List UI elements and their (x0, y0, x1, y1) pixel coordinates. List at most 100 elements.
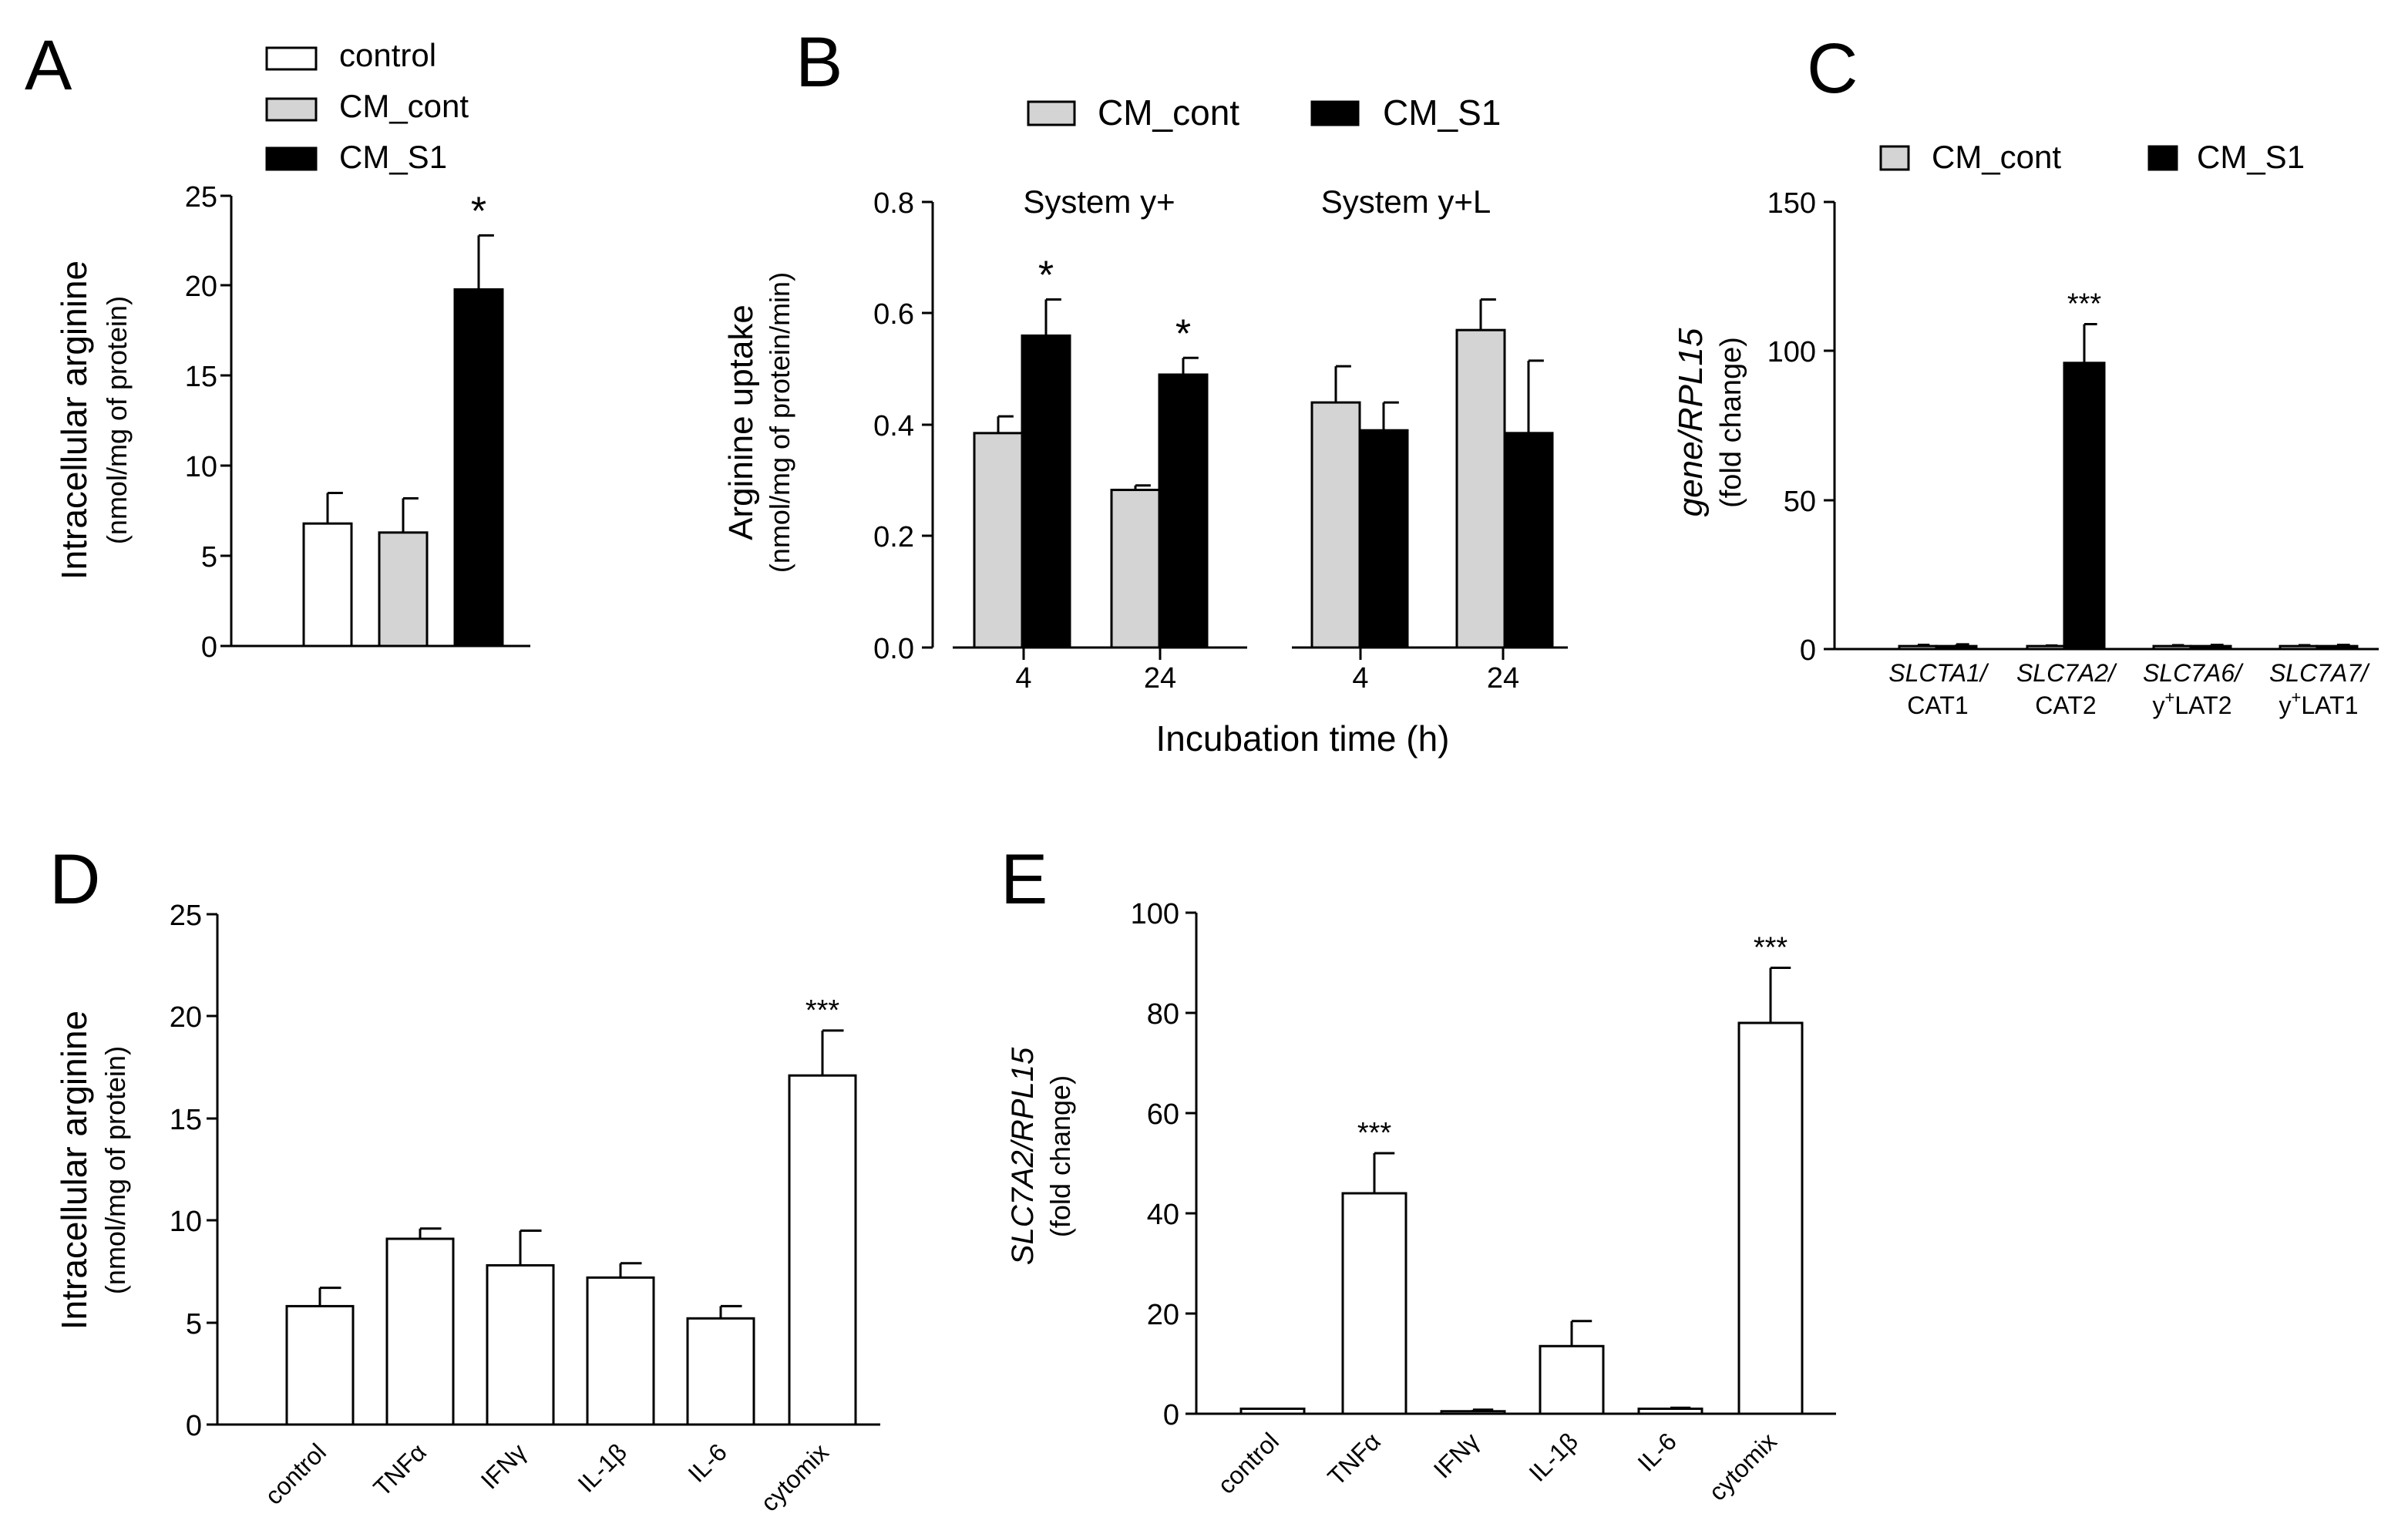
xtick-c-gene-2: SLC7A6/ (2143, 659, 2244, 687)
ytick-d-2: 10 (170, 1206, 202, 1238)
ylabel-sub-e: (fold change) (1044, 1075, 1076, 1237)
legend-swatch-b-cm-cont (1027, 100, 1076, 126)
xtick-c-protein-0: CAT1 (1907, 691, 1968, 719)
xlabels-e: control TNFα IFNγ IL-1β IL-6 cytomix (1212, 1427, 1782, 1505)
ylabel-sub-b: (nmol/mg of protein/min) (764, 272, 795, 573)
legend-label-cm-s1: CM_S1 (339, 139, 447, 175)
ytick-d-0: 0 (186, 1410, 202, 1442)
xlabel-b: Incubation time (h) (1156, 718, 1450, 759)
bar-c-2-cm-cont (2152, 644, 2192, 651)
group-title-system-yl: System y+L (1321, 183, 1492, 220)
ytick-a-0: 0 (201, 631, 217, 664)
ylabel-b: Arginine uptake (722, 304, 760, 540)
bar-b-1-1-cm-s1 (1503, 432, 1554, 649)
ytick-e-5: 100 (1131, 898, 1179, 930)
ytick-c-3: 150 (1767, 187, 1816, 220)
ylabel-e: SLC7A2/RPL15 (1006, 1047, 1040, 1265)
axes-e: 0 20 40 60 80 100 SLC7A2/RPL15 (fold cha… (1006, 898, 1836, 1431)
legend-label-cm-cont: CM_cont (339, 88, 469, 124)
bar-e-1 (1341, 1192, 1407, 1415)
xtick-c-protein-2-pre: y (2153, 691, 2165, 719)
bar-e-2 (1440, 1410, 1506, 1415)
bar-b-0-0-cm-cont (973, 432, 1024, 649)
legend-label-control: control (339, 37, 436, 73)
ytick-b-1: 0.2 (873, 521, 914, 553)
panel-label-a: A (25, 26, 72, 105)
axes-d: 0 5 10 15 20 25 Intracellular arginine (… (54, 900, 880, 1442)
bar-a-2-significance: * (471, 189, 486, 234)
bar-c-3-cm-cont (2279, 644, 2319, 651)
bar-d-2 (486, 1263, 555, 1426)
ytick-e-4: 80 (1147, 998, 1179, 1031)
legend-a: control CM_cont CM_S1 (265, 37, 469, 175)
bar-c-0-cm-s1 (1935, 644, 1978, 651)
bar-c-1-cm-s1 (2063, 362, 2106, 651)
bar-a-1 (378, 531, 429, 648)
bars-e: *** *** (1239, 932, 1804, 1415)
xtick-c-protein-2: y+LAT2 (2153, 688, 2232, 719)
ylabel-sub-a: (nmol/mg of protein) (101, 296, 133, 544)
legend-label-c-cm-s1: CM_S1 (2197, 139, 2305, 175)
ytick-c-0: 0 (1800, 634, 1816, 667)
bar-d-0 (285, 1304, 355, 1426)
axes-b: 0.0 0.2 0.4 0.6 0.8 4 24 4 24 Incubation… (722, 187, 1568, 759)
ytick-b-2: 0.4 (873, 410, 914, 442)
xtick-b-0: 4 (1015, 662, 1031, 695)
xtick-e-0: control (1212, 1427, 1284, 1499)
panel-label-e: E (1001, 840, 1048, 919)
xlabels-d: control TNFα IFNγ IL-1β IL-6 cytomix (260, 1438, 834, 1516)
xtick-c-protein-2-post: LAT2 (2174, 691, 2231, 719)
ytick-e-0: 0 (1163, 1399, 1179, 1431)
xtick-d-5: cytomix (755, 1438, 834, 1516)
ylabel-a: Intracellular arginine (54, 261, 94, 580)
xtick-c-protein-3-post: LAT1 (2301, 691, 2358, 719)
bar-c-2-cm-s1 (2189, 644, 2232, 651)
xtick-c-gene-1: SLC7A2/ (2016, 659, 2117, 687)
ytick-b-0: 0.0 (873, 633, 914, 665)
xtick-b-3: 24 (1487, 662, 1519, 695)
bars-a: * (302, 189, 504, 648)
bar-d-1 (385, 1237, 455, 1426)
legend-swatch-cm-s1 (265, 146, 318, 171)
bar-b-1-0-cm-cont (1310, 401, 1361, 649)
xtick-b-1: 24 (1144, 662, 1176, 695)
xtick-c-protein-1: CAT2 (2035, 691, 2096, 719)
bar-d-5-significance: *** (805, 994, 840, 1027)
panel-b: CM_cont CM_S1 System y+ System y+L 0.0 0… (722, 93, 1568, 759)
bar-d-4 (686, 1317, 755, 1426)
xtick-d-2: IFNγ (476, 1438, 532, 1494)
ytick-c-1: 50 (1784, 486, 1816, 518)
bar-e-5 (1737, 1021, 1804, 1415)
legend-label-c-cm-cont: CM_cont (1932, 139, 2061, 175)
xtick-c-gene-0: SLCTA1/ (1888, 659, 1989, 687)
xtick-e-1: TNFα (1322, 1427, 1386, 1491)
xtick-c-protein-2-sup: + (2165, 688, 2175, 707)
ytick-a-2: 10 (185, 451, 217, 483)
xtick-c-protein-3-sup: + (2292, 688, 2302, 707)
ytick-e-2: 40 (1147, 1199, 1179, 1231)
ytick-d-4: 20 (170, 1001, 202, 1034)
bar-a-2 (453, 288, 504, 648)
ytick-a-3: 15 (185, 361, 217, 393)
ytick-c-2: 100 (1767, 336, 1816, 368)
panel-label-c: C (1807, 29, 1858, 108)
ytick-a-1: 5 (201, 541, 217, 574)
ytick-a-4: 20 (185, 271, 217, 303)
xtick-d-4: IL-6 (683, 1438, 732, 1487)
xtick-c-gene-3: SLC7A7/ (2269, 659, 2370, 687)
bar-e-1-significance: *** (1357, 1117, 1392, 1149)
bar-b-0-1-cm-cont (1110, 489, 1161, 649)
yticks-a (220, 194, 231, 648)
bar-d-5 (788, 1074, 857, 1426)
bar-a-0 (302, 522, 353, 648)
xtick-e-2: IFNγ (1428, 1427, 1485, 1483)
bar-c-0-cm-cont (1898, 644, 1938, 651)
bar-b-1-0-cm-s1 (1358, 429, 1409, 649)
ylabel-sub-d: (nmol/mg of protein) (99, 1046, 131, 1294)
bar-b-0-0-cm-s1-significance: * (1038, 253, 1054, 298)
legend-swatch-cm-cont (265, 97, 318, 122)
group-title-system-y: System y+ (1023, 183, 1175, 220)
xtick-d-3: IL-1β (572, 1438, 631, 1497)
bar-b-1-1-cm-cont (1455, 328, 1506, 649)
xtick-e-5: cytomix (1703, 1427, 1782, 1505)
